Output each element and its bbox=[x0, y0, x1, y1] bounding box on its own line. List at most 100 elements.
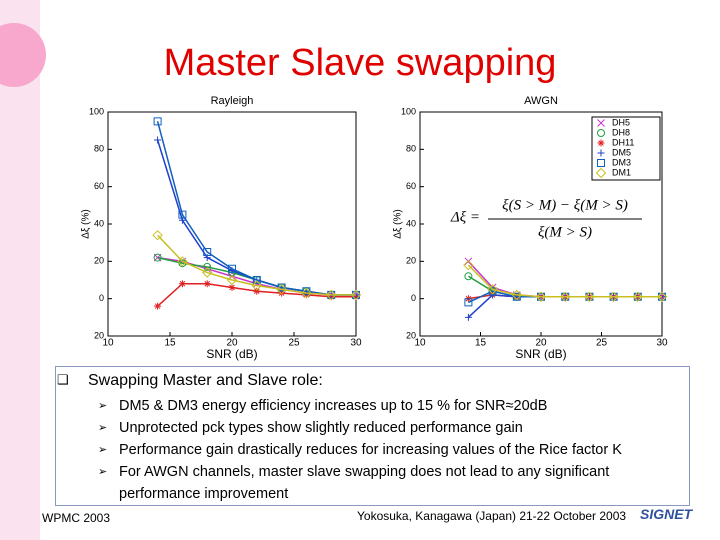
marker bbox=[464, 272, 473, 281]
x-tick-label: 25 bbox=[596, 338, 608, 349]
y-axis-label: Δξ (%) bbox=[393, 209, 404, 239]
plot-area bbox=[107, 111, 357, 337]
marker bbox=[252, 276, 261, 284]
x-tick-label: 15 bbox=[475, 338, 487, 349]
x-tick-label: 15 bbox=[164, 338, 176, 349]
marker bbox=[178, 210, 187, 219]
x-tick-label: 30 bbox=[350, 338, 362, 349]
marker bbox=[488, 287, 497, 296]
y-tick-label: 40 bbox=[406, 218, 416, 228]
marker bbox=[559, 291, 571, 303]
formula-numerator: ξ(S > M) − ξ(M > S) bbox=[502, 197, 628, 213]
marker bbox=[154, 136, 162, 144]
marker bbox=[464, 313, 472, 321]
legend-label: DH11 bbox=[612, 137, 634, 147]
legend-marker bbox=[597, 139, 605, 147]
marker bbox=[463, 259, 474, 271]
legend-marker bbox=[597, 159, 605, 167]
marker bbox=[228, 283, 236, 291]
y-tick-label: 100 bbox=[401, 106, 416, 116]
marker bbox=[511, 289, 523, 301]
marker bbox=[325, 289, 337, 301]
marker bbox=[228, 264, 236, 273]
legend-marker bbox=[595, 167, 607, 179]
side-band bbox=[0, 0, 40, 540]
marker bbox=[153, 253, 162, 262]
y-tick-label: 20 bbox=[94, 256, 104, 266]
x-tick-label: 20 bbox=[535, 338, 547, 349]
x-tick-label: 20 bbox=[226, 338, 238, 349]
footer-right: Yokosuka, Kanagawa (Japan) 21-22 October… bbox=[357, 509, 627, 523]
y-tick-label: 100 bbox=[89, 106, 104, 116]
marker bbox=[203, 262, 212, 271]
marker bbox=[178, 280, 186, 288]
marker bbox=[584, 291, 595, 303]
series-line bbox=[467, 264, 662, 298]
x-tick-label: 30 bbox=[656, 338, 668, 349]
marker bbox=[152, 229, 163, 241]
x-axis-label: SNR (dB) bbox=[206, 347, 257, 361]
marker bbox=[154, 302, 162, 310]
side-circle bbox=[0, 23, 46, 87]
legend-label: DM1 bbox=[612, 167, 631, 177]
marker bbox=[276, 284, 287, 295]
series-line bbox=[157, 234, 356, 296]
y-tick-label: 20 bbox=[406, 256, 416, 266]
bullet-item: Performance gain drastically reduces for… bbox=[98, 439, 688, 461]
marker bbox=[203, 280, 211, 288]
y-tick-label: 80 bbox=[406, 144, 416, 154]
legend-label: DM5 bbox=[612, 147, 631, 157]
footer-left: WPMC 2003 bbox=[42, 511, 111, 525]
marker bbox=[608, 291, 619, 303]
marker bbox=[278, 289, 286, 297]
marker bbox=[177, 256, 188, 267]
x-axis-label: SNR (dB) bbox=[515, 347, 566, 361]
formula-denominator: ξ(M > S) bbox=[538, 224, 592, 240]
legend-label: DM3 bbox=[612, 157, 631, 167]
y-tick-label: 0 bbox=[99, 293, 104, 303]
marker bbox=[251, 280, 263, 291]
y-tick-label: 40 bbox=[94, 218, 104, 228]
bullet-marker: ❑ bbox=[57, 372, 69, 387]
formula-lhs: Δξ = bbox=[450, 209, 480, 225]
legend-marker bbox=[597, 119, 605, 127]
marker bbox=[350, 289, 362, 301]
marker bbox=[301, 287, 312, 299]
bullet-heading: Swapping Master and Slave role: bbox=[88, 372, 323, 389]
marker bbox=[203, 248, 212, 256]
marker bbox=[201, 267, 213, 278]
marker bbox=[535, 291, 547, 303]
logo: SIGNET bbox=[640, 506, 693, 522]
bullet-list: DM5 & DM3 energy efficiency increases up… bbox=[98, 395, 688, 505]
x-tick-label: 10 bbox=[414, 338, 426, 349]
legend-label: DH5 bbox=[612, 117, 630, 127]
marker bbox=[226, 274, 238, 286]
slide-title: Master Slave swapping bbox=[163, 42, 557, 84]
y-tick-label: 80 bbox=[94, 144, 104, 154]
marker bbox=[512, 292, 521, 301]
y-tick-label: 60 bbox=[94, 181, 104, 191]
marker bbox=[632, 291, 644, 303]
y-tick-label: 60 bbox=[406, 181, 416, 191]
marker bbox=[464, 298, 473, 307]
chart-title: AWGN bbox=[524, 95, 558, 107]
marker bbox=[253, 287, 261, 295]
legend-box bbox=[591, 116, 661, 181]
y-tick-label: 20 bbox=[94, 330, 104, 340]
legend-label: DH8 bbox=[612, 127, 630, 137]
y-axis-label: Δξ (%) bbox=[81, 209, 92, 239]
marker bbox=[487, 284, 498, 295]
bullet-item: Unprotected pck types show slightly redu… bbox=[98, 417, 688, 439]
chart-title: Rayleigh bbox=[211, 95, 254, 107]
y-tick-label: 20 bbox=[406, 330, 416, 340]
bullet-item: For AWGN channels, master slave swapping… bbox=[98, 461, 688, 505]
bullet-item: DM5 & DM3 energy efficiency increases up… bbox=[98, 395, 688, 417]
marker bbox=[656, 291, 668, 303]
legend-marker bbox=[597, 129, 605, 137]
bullet-box bbox=[55, 366, 690, 506]
legend-marker bbox=[597, 149, 605, 157]
y-tick-label: 0 bbox=[411, 293, 416, 303]
marker bbox=[464, 257, 473, 266]
